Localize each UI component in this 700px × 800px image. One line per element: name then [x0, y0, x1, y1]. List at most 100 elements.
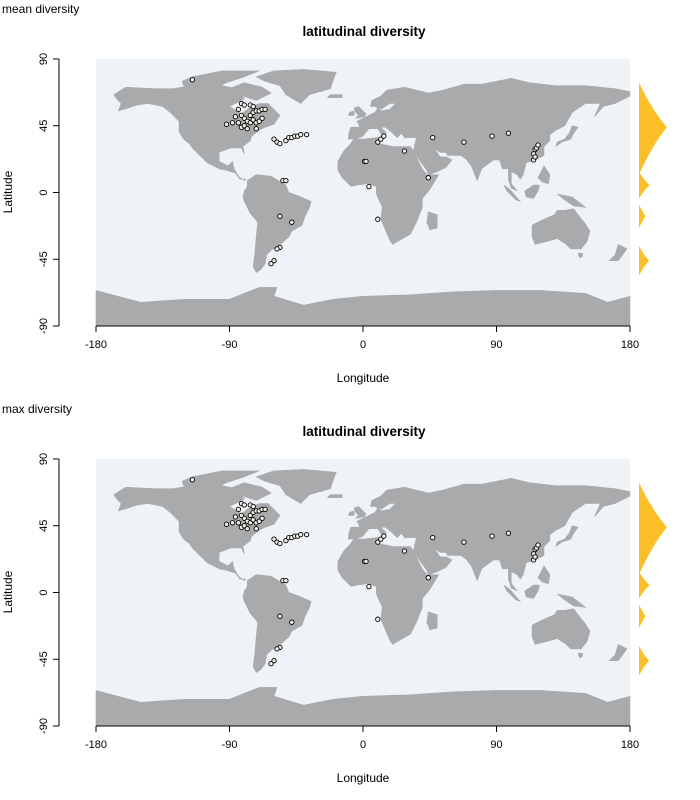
- occurrence-point: [271, 658, 277, 664]
- x-tick-label: 180: [621, 339, 639, 351]
- land-arctic-islands: [181, 70, 260, 89]
- occurrence-point: [271, 258, 277, 264]
- occurrence-point: [505, 530, 512, 536]
- y-tick-label: 0: [38, 589, 50, 595]
- land-antarctica: [95, 687, 631, 727]
- occurrence-point: [298, 531, 304, 538]
- occurrence-point: [274, 646, 280, 652]
- density-peak: [639, 604, 646, 629]
- occurrence-point: [235, 106, 242, 113]
- axes: [53, 58, 631, 332]
- land-eurasia: [347, 477, 631, 592]
- occurrence-point: [303, 131, 310, 138]
- occurrence-point: [401, 148, 408, 154]
- occurrence-point: [262, 506, 268, 513]
- occurrence-point: [535, 142, 541, 148]
- occurrence-point: [223, 521, 230, 527]
- x-tick-label: 180: [621, 739, 639, 751]
- land-africa: [337, 537, 440, 645]
- occurrence-point: [381, 533, 387, 539]
- occurrence-point: [250, 503, 256, 510]
- occurrence-point: [238, 512, 245, 519]
- density-peak: [639, 645, 650, 676]
- occurrence-point: [505, 130, 512, 136]
- land-south-america: [242, 174, 312, 274]
- land-antarctica: [95, 287, 631, 327]
- occurrence-point: [241, 102, 247, 108]
- occurrence-point: [375, 139, 381, 145]
- y-axis-label: Latitude: [1, 170, 15, 213]
- land-australia: [531, 608, 591, 650]
- land-africa: [337, 137, 440, 245]
- occurrence-point: [268, 261, 274, 267]
- occurrence-point: [378, 536, 384, 542]
- density-peak: [639, 571, 650, 599]
- land-philippines: [537, 565, 551, 584]
- land-masses: [95, 469, 631, 727]
- occurrence-point: [229, 520, 236, 526]
- occurrence-point: [461, 539, 467, 545]
- x-tick-label: -180: [85, 339, 107, 351]
- x-tick-label: 90: [490, 339, 502, 351]
- land-madagascar: [426, 211, 438, 230]
- occurrence-point: [298, 131, 304, 138]
- occurrence-points: [189, 477, 541, 667]
- y-tick-label: -45: [38, 651, 50, 667]
- x-tick-label: 0: [360, 339, 366, 351]
- latitude-density: [639, 82, 667, 276]
- occurrence-point: [425, 575, 431, 581]
- occurrence-point: [363, 158, 369, 165]
- occurrence-point: [271, 136, 277, 142]
- occurrence-point: [250, 117, 256, 123]
- land-borneo: [524, 184, 540, 199]
- land-philippines: [537, 165, 551, 184]
- occurrence-point: [235, 506, 242, 513]
- occurrence-point: [277, 613, 283, 619]
- occurrence-point: [259, 115, 265, 121]
- chart-title: latitudinal diversity: [302, 424, 426, 439]
- occurrence-point: [289, 619, 295, 625]
- occurrence-point: [232, 514, 239, 520]
- occurrence-point: [363, 558, 369, 565]
- x-axis-label: Longitude: [337, 371, 390, 385]
- x-tick-labels: -180 -90 0 90 180: [85, 339, 639, 351]
- panel-max-diversity: max diversity latitudinal diversity -180…: [1, 402, 667, 785]
- occurrence-point: [244, 526, 250, 532]
- x-tick-label: 90: [490, 739, 502, 751]
- occurrence-point: [366, 583, 372, 590]
- land-australia: [531, 208, 591, 250]
- land-sumatra: [503, 584, 522, 603]
- y-tick-label: -45: [38, 251, 50, 267]
- y-tick-label: -90: [38, 318, 50, 334]
- land-tasmania: [577, 253, 583, 259]
- occurrence-point: [283, 177, 289, 184]
- occurrence-point: [250, 103, 256, 110]
- land-scandinavia: [370, 488, 408, 510]
- occurrence-point: [235, 120, 242, 126]
- density-peak: [639, 82, 667, 175]
- density-peak: [639, 204, 646, 229]
- land-greenland: [255, 469, 337, 504]
- land-greenland: [255, 69, 337, 104]
- y-tick-labels: -90 -45 0 45 90: [38, 453, 50, 734]
- land-tasmania: [577, 652, 583, 659]
- occurrence-point: [378, 136, 384, 142]
- land-south-america: [242, 574, 312, 674]
- x-tick-labels: -180 -90 0 90 180: [85, 739, 639, 751]
- occurrence-point: [232, 114, 239, 120]
- occurrence-point: [277, 140, 283, 147]
- occurrence-point: [489, 133, 495, 139]
- land-japan: [555, 525, 579, 548]
- land-madagascar: [426, 611, 438, 630]
- occurrence-point: [366, 183, 372, 190]
- occurrence-points: [189, 77, 541, 267]
- occurrence-point: [229, 120, 236, 126]
- occurrence-point: [430, 134, 436, 141]
- occurrence-point: [375, 216, 381, 222]
- land-iceland: [326, 494, 343, 498]
- y-tick-label: 45: [38, 120, 50, 132]
- x-tick-label: -180: [85, 739, 107, 751]
- land-eurasia: [347, 77, 631, 192]
- occurrence-point: [532, 554, 538, 560]
- land-britain: [353, 106, 367, 119]
